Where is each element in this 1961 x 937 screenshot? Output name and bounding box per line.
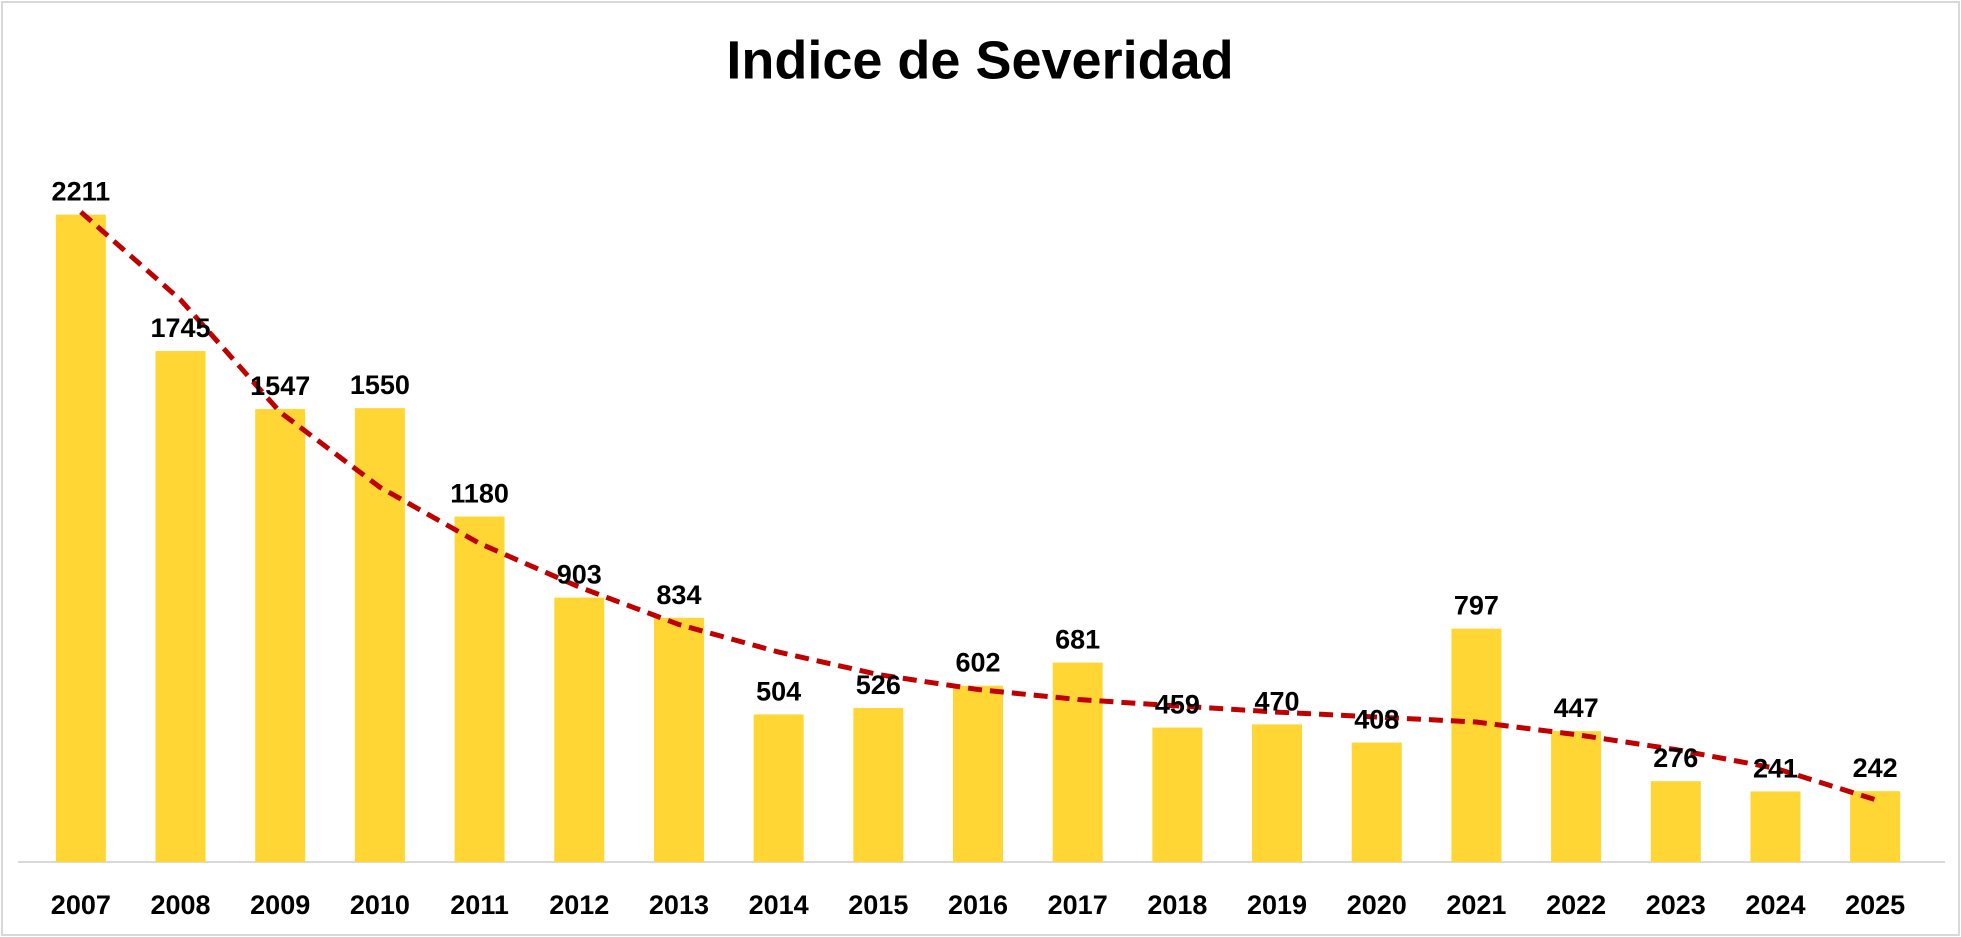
bar [1451, 628, 1502, 862]
x-tick-label: 2023 [1646, 890, 1706, 920]
bar [1152, 727, 1203, 862]
x-tick-label: 2012 [549, 890, 609, 920]
bar [1052, 662, 1103, 862]
bar [554, 597, 605, 862]
data-label: 241 [1753, 753, 1798, 783]
bar [255, 409, 306, 862]
x-tick-label: 2025 [1845, 890, 1905, 920]
data-label: 681 [1055, 625, 1100, 655]
data-label: 447 [1554, 693, 1599, 723]
bar [753, 714, 804, 862]
bar [853, 707, 904, 862]
x-tick-label: 2022 [1546, 890, 1606, 920]
bar [454, 516, 505, 862]
x-tick-label: 2007 [51, 890, 111, 920]
x-tick-label: 2015 [848, 890, 908, 920]
x-tick-label: 2011 [450, 890, 509, 920]
data-label: 1547 [250, 371, 310, 401]
x-tick-label: 2013 [649, 890, 709, 920]
data-label: 797 [1454, 591, 1499, 621]
bar [1650, 781, 1701, 862]
data-label: 408 [1354, 705, 1399, 735]
x-tick-label: 2020 [1347, 890, 1407, 920]
data-label: 459 [1155, 690, 1200, 720]
data-label: 602 [955, 648, 1000, 678]
bar [953, 685, 1003, 862]
x-tick-label: 2010 [350, 890, 410, 920]
bar [1850, 791, 1901, 862]
data-label: 2211 [52, 177, 111, 207]
data-label: 526 [856, 670, 901, 700]
x-tick-label: 2016 [948, 890, 1008, 920]
bar [1551, 731, 1602, 862]
bar [354, 408, 405, 862]
x-tick-label: 2014 [749, 890, 809, 920]
bar [1750, 791, 1801, 862]
data-label: 903 [557, 560, 602, 590]
bar [1351, 742, 1402, 862]
bar [653, 617, 704, 862]
data-label: 504 [756, 676, 801, 706]
data-label: 242 [1853, 753, 1898, 783]
chart-title: Indice de Severidad [726, 30, 1233, 90]
x-tick-label: 2021 [1446, 890, 1506, 920]
x-tick-label: 2009 [250, 890, 310, 920]
x-tick-label: 2024 [1745, 890, 1805, 920]
data-label: 1180 [450, 478, 509, 508]
data-label: 276 [1653, 743, 1698, 773]
x-tick-label: 2008 [150, 890, 210, 920]
bar [55, 214, 106, 862]
data-label: 834 [656, 580, 701, 610]
data-label: 470 [1255, 686, 1300, 716]
data-label: 1550 [350, 370, 410, 400]
x-tick-label: 2017 [1048, 890, 1108, 920]
bar [1252, 724, 1303, 862]
x-tick-label: 2019 [1247, 890, 1307, 920]
data-label: 1745 [150, 313, 210, 343]
x-tick-label: 2018 [1147, 890, 1207, 920]
bar [155, 351, 206, 862]
trend-line [79, 210, 1876, 803]
